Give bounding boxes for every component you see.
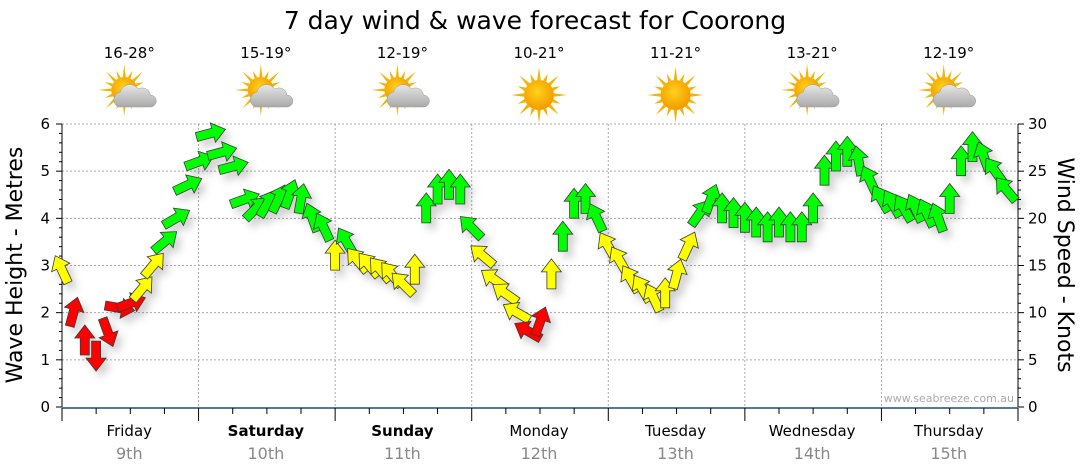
wind-arrow-strong [459, 216, 486, 242]
day-temperature: 13-21° [787, 44, 838, 62]
day-temperature: 12-19° [923, 44, 974, 62]
wind-arrow-moderate [51, 255, 73, 286]
day-temperature: 11-21° [650, 44, 701, 62]
date-label: 15th [930, 444, 967, 463]
axes: 0 1 2 3 4 5 6 0 5 10 15 20 25 30 [40, 115, 1047, 421]
day-label: Monday [509, 422, 568, 440]
right-tick-label: 0 [1028, 398, 1038, 416]
wind-arrow-moderate [391, 272, 418, 299]
wind-arrow-strong [217, 155, 249, 177]
day-label: Saturday [228, 422, 305, 440]
wind-arrow-strong [586, 203, 608, 234]
day-temperature: 10-21° [513, 44, 564, 62]
wind-arrow-strong [160, 207, 191, 230]
wind-arrow-moderate [128, 276, 153, 304]
wind-arrow-strong [228, 188, 260, 210]
wind-arrow-moderate [677, 231, 699, 262]
chart-title: 7 day wind & wave forecast for Coorong [284, 6, 786, 35]
right-tick-label: 25 [1028, 162, 1047, 180]
day-temperature: 12-19° [377, 44, 428, 62]
left-axis-label: Wave Height - Metres [3, 147, 28, 384]
wind-arrow-strong [206, 141, 238, 163]
wind-arrow-strong [551, 220, 574, 252]
wind-arrow-light [63, 296, 85, 328]
left-tick-label: 4 [40, 209, 50, 227]
wind-arrow-strong [194, 122, 227, 144]
day-label: Tuesday [644, 422, 706, 440]
date-label: 12th [521, 444, 558, 463]
wind-arrows [51, 122, 1020, 372]
day-label: Friday [107, 422, 153, 440]
right-tick-label: 20 [1028, 209, 1047, 227]
date-label: 9th [116, 444, 143, 463]
wind-arrow-light [85, 340, 107, 372]
day-label: Thursday [913, 422, 984, 440]
wind-arrow-strong [574, 182, 597, 214]
wind-arrow-moderate [666, 258, 688, 291]
wind-arrow-light [530, 306, 552, 338]
wind-arrow-strong [150, 231, 178, 255]
wind-arrow-strong [449, 173, 472, 205]
date-label: 10th [247, 444, 284, 463]
left-tick-label: 0 [40, 398, 50, 416]
wind-arrow-strong [172, 174, 203, 196]
watermark: www.seabreeze.com.au [884, 392, 1014, 405]
right-tick-label: 5 [1028, 351, 1038, 369]
wind-arrow-strong [995, 177, 1020, 205]
partly-cloudy-icon [234, 64, 294, 116]
date-label: 11th [384, 444, 421, 463]
wind-arrow-moderate [502, 302, 533, 325]
day-temperature: 15-19° [240, 44, 291, 62]
sunny-icon [511, 67, 567, 123]
partly-cloudy-icon [781, 64, 840, 116]
wind-arrow-strong [790, 211, 813, 243]
date-label: 14th [794, 444, 831, 463]
wind-arrow-light [73, 324, 96, 356]
wind-arrow-light [514, 320, 544, 343]
wind-arrow-moderate [492, 283, 521, 307]
wind-arrow-moderate [403, 253, 426, 285]
wind-arrow-moderate [139, 252, 164, 280]
partly-cloudy-icon [98, 64, 157, 116]
left-tick-label: 3 [40, 257, 50, 275]
partly-cloudy-icon [371, 64, 430, 116]
wind-arrow-light [97, 316, 119, 348]
wind-arrow-strong [290, 183, 313, 215]
right-tick-label: 15 [1028, 257, 1047, 275]
wind-arrow-strong [415, 192, 438, 224]
wind-arrow-moderate [470, 245, 498, 270]
left-tick-label: 2 [40, 304, 50, 322]
wind-arrow-strong [183, 150, 215, 172]
partly-cloudy-icon [917, 64, 976, 116]
date-label: 13th [657, 444, 694, 463]
day-temperature: 16-28° [104, 44, 155, 62]
sunny-icon [647, 67, 704, 123]
wind-arrow-strong [802, 192, 824, 224]
right-tick-label: 30 [1028, 115, 1047, 133]
day-label: Sunday [371, 422, 434, 440]
left-tick-label: 6 [40, 115, 50, 133]
right-axis-label: Wind Speed - Knots [1052, 157, 1077, 372]
left-tick-label: 5 [40, 162, 50, 180]
left-tick-label: 1 [40, 351, 50, 369]
right-tick-label: 10 [1028, 304, 1047, 322]
wind-arrow-moderate [324, 239, 346, 271]
wind-arrow-strong [312, 212, 335, 243]
day-headers: 16-28° Friday 9th 15-19° Saturday 10th 12-19° S… [98, 44, 984, 463]
wind-arrow-moderate [540, 258, 563, 290]
wind-arrow-strong [938, 182, 961, 214]
day-label: Wednesday [769, 422, 856, 440]
